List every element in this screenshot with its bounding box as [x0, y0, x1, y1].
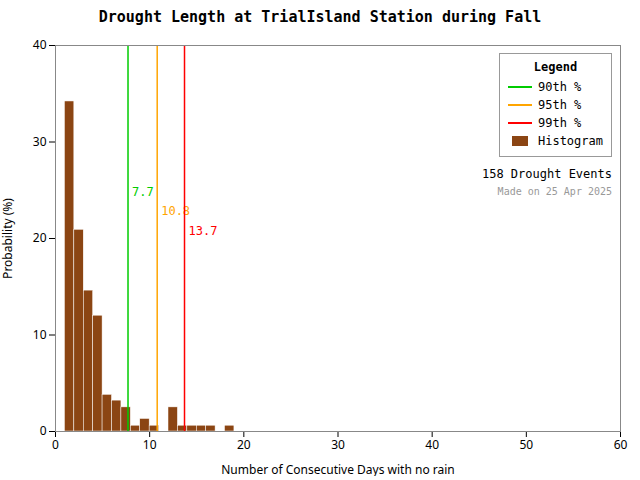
- svg-text:40: 40: [425, 436, 439, 453]
- svg-text:30: 30: [331, 436, 345, 453]
- svg-text:10: 10: [33, 326, 47, 343]
- html-text:Histogram: Histogram: [538, 134, 603, 148]
- html-text:Made on 25 Apr 2025: Made on 25 Apr 2025: [497, 186, 612, 197]
- svg-text:40: 40: [33, 36, 47, 53]
- svg-text:Number of Consecutive Days wit: Number of Consecutive Days with no rain: [221, 461, 455, 477]
- svg-text:0: 0: [40, 422, 47, 439]
- svg-text:50: 50: [519, 436, 533, 453]
- svg-text:10.8: 10.8: [161, 204, 190, 218]
- svg-text:20: 20: [33, 229, 47, 246]
- html-text:Drought Length at TrialIsland: Drought Length at TrialIsland Station du…: [98, 8, 542, 26]
- svg-text:60: 60: [614, 436, 628, 453]
- html-text:158 Drought Events: 158 Drought Events: [482, 167, 612, 181]
- svg-text:30: 30: [33, 133, 47, 150]
- html-text:95th %: 95th %: [538, 98, 582, 112]
- svg-text:7.7: 7.7: [132, 185, 154, 199]
- svg-text:10: 10: [143, 436, 157, 453]
- svg-text:0: 0: [52, 436, 59, 453]
- html-text:Legend: Legend: [533, 60, 578, 74]
- svg-text:20: 20: [237, 436, 251, 453]
- html-text:90th %: 90th %: [538, 80, 582, 94]
- html-text:99th %: 99th %: [538, 116, 582, 130]
- svg-text:13.7: 13.7: [189, 224, 218, 238]
- svg-text:Probability (%): Probability (%): [0, 198, 16, 279]
